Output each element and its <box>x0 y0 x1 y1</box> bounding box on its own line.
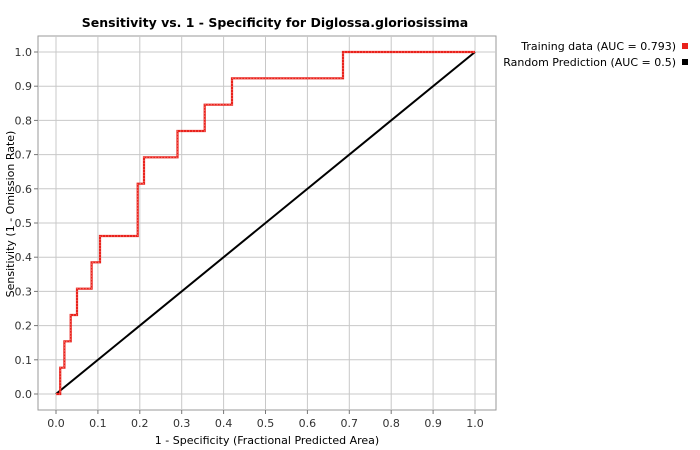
legend-label: Random Prediction (AUC = 0.5) <box>503 56 676 69</box>
x-axis-label: 1 - Specificity (Fractional Predicted Ar… <box>155 434 379 447</box>
x-tick-label: 0.8 <box>382 417 400 430</box>
x-tick-label: 0.7 <box>341 417 359 430</box>
legend-label: Training data (AUC = 0.793) <box>520 40 676 53</box>
grid-lines <box>38 36 496 410</box>
y-axis-label: Sensitivity (1 - Omission Rate) <box>4 131 17 298</box>
legend-swatch <box>682 43 688 49</box>
x-tick-label: 0.9 <box>424 417 442 430</box>
y-tick-label: 0.3 <box>15 285 33 298</box>
x-axis-ticks: 0.0 0.1 0.2 0.3 0.4 0.5 0.6 0.7 0.8 0.9 1.0 <box>47 410 484 430</box>
legend-swatch <box>682 59 688 65</box>
y-tick-label: 0.9 <box>15 80 33 93</box>
y-tick-label: 1.0 <box>15 46 33 59</box>
x-tick-label: 0.2 <box>131 417 149 430</box>
x-tick-label: 0.4 <box>215 417 233 430</box>
legend: Training data (AUC = 0.793) Random Predic… <box>503 40 688 69</box>
y-tick-label: 0.7 <box>15 149 33 162</box>
x-tick-label: 0.0 <box>47 417 65 430</box>
series-group <box>55 50 476 396</box>
x-tick-label: 0.3 <box>173 417 191 430</box>
y-tick-label: 0.8 <box>15 114 33 127</box>
x-tick-label: 0.1 <box>89 417 107 430</box>
y-tick-label: 0.0 <box>15 388 33 401</box>
y-tick-label: 0.2 <box>15 320 33 333</box>
x-tick-label: 0.6 <box>299 417 317 430</box>
series-random-line <box>55 51 476 395</box>
y-tick-label: 0.4 <box>15 251 33 264</box>
y-tick-label: 0.6 <box>15 183 33 196</box>
x-tick-label: 0.5 <box>257 417 275 430</box>
y-tick-label: 0.5 <box>15 217 33 230</box>
x-tick-label: 1.0 <box>466 417 484 430</box>
chart-title: Sensitivity vs. 1 - Specificity for Digl… <box>82 15 468 30</box>
y-axis-ticks: 0.0 0.1 0.2 0.3 0.4 0.5 0.6 0.7 0.8 0.9 1.0 <box>15 46 38 401</box>
series-training-line <box>56 50 475 396</box>
y-tick-label: 0.1 <box>15 354 33 367</box>
